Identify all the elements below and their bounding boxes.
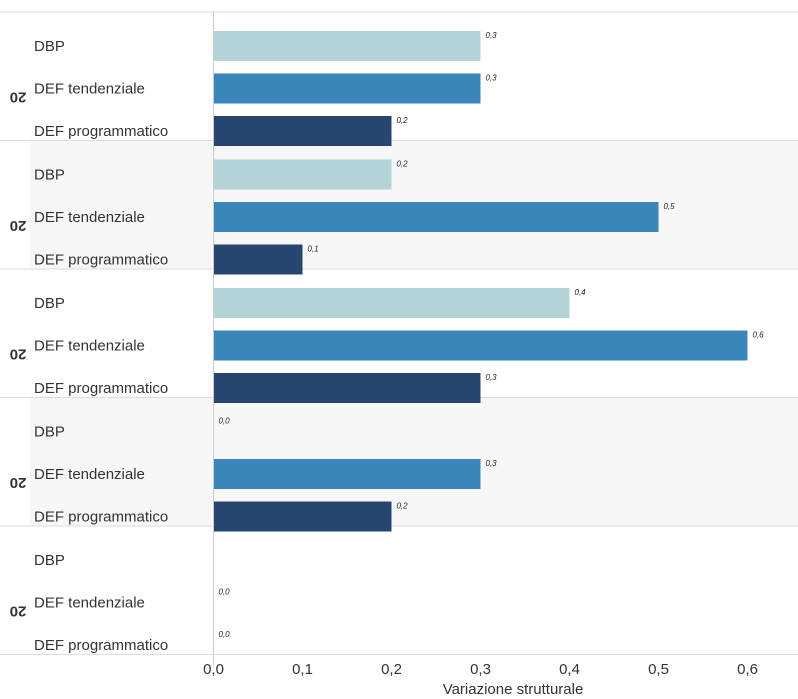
x-tick-label: 0,3 [470,661,491,678]
category-label: DEF tendenziale [34,81,145,98]
category-label: DEF programmatico [34,637,168,654]
x-axis-ticks: 0,0 0,1 0,2 0,3 0,4 0,5 0,6 [203,661,758,678]
category-label: DBP [34,552,65,569]
bar-series [213,31,748,532]
value-label: 0,3 [486,31,498,40]
group-label: 20 [10,345,27,362]
value-label: 0,3 [486,373,498,382]
value-label: 0,2 [397,116,409,125]
value-label: 0,4 [575,288,587,297]
category-label: DEF programmatico [34,252,168,269]
category-label: DBP [34,167,65,184]
bar [213,459,481,489]
bar [213,244,303,275]
category-label: DBP [34,38,65,55]
category-label: DEF tendenziale [34,338,145,355]
bar [213,202,659,232]
x-tick-label: 0,6 [737,661,758,678]
bar [213,288,570,318]
bar [213,501,392,532]
value-label: 0,1 [308,245,319,254]
value-label: 0,2 [397,502,409,511]
bar [213,373,481,403]
value-label: 0,0 [219,630,231,639]
value-label: 0,0 [219,588,231,597]
x-tick-label: 0,2 [381,661,402,678]
x-tick-label: 0,4 [559,661,580,678]
value-label: 0,3 [486,459,498,468]
x-axis-title: Variazione strutturale [443,681,584,698]
x-tick-label: 0,5 [648,661,669,678]
bar [213,159,392,190]
group-label: 20 [10,474,27,491]
group-label: 20 [10,217,27,234]
category-label: DEF programmatico [34,380,168,397]
value-label: 0,0 [219,417,231,426]
value-label: 0,5 [664,202,676,211]
group-label: 20 [10,602,27,619]
bar [213,31,481,61]
category-label: DEF tendenziale [34,209,145,226]
category-label: DEF tendenziale [34,595,145,612]
x-tick-label: 0,1 [292,661,313,678]
group-labels: 20 20 20 20 20 [10,88,27,619]
category-label: DBP [34,295,65,312]
value-label: 0,6 [753,331,765,340]
category-label: DEF programmatico [34,509,168,526]
value-label: 0,2 [397,160,409,169]
value-labels: 0,3 0,3 0,2 0,2 0,5 0,1 0,4 0,6 0,3 0,0 0,3 0,2 0,0 0… [219,31,765,639]
category-label: DBP [34,424,65,441]
group-label: 20 [10,88,27,105]
bar [213,73,481,104]
category-label: DEF tendenziale [34,466,145,483]
x-tick-label: 0,0 [203,661,224,678]
value-label: 0,3 [486,74,498,83]
category-labels: DBP DEF tendenziale DEF programmatico DBP DE… [34,38,168,654]
category-label: DEF programmatico [34,123,168,140]
bar [213,330,748,361]
bar [213,116,392,146]
